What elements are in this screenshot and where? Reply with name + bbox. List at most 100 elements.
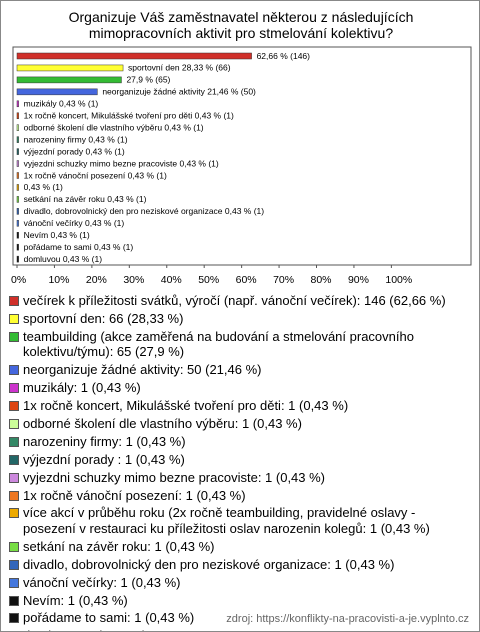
value-label: muzikály 0,43 % (1) xyxy=(24,99,99,109)
legend-swatch xyxy=(9,559,19,570)
legend-label: více akcí v průběhu roku (2x ročně teamb… xyxy=(23,505,430,536)
legend-item: vánoční večírky: 1 (0,43 %) xyxy=(9,575,471,591)
legend-label: muzikály: 1 (0,43 %) xyxy=(23,380,141,396)
bar xyxy=(16,172,19,179)
legend-item: sportovní den: 66 (28,33 %) xyxy=(9,311,471,327)
bar xyxy=(16,136,19,143)
bar xyxy=(16,184,19,191)
bar xyxy=(16,100,19,108)
x-tick-label: 80% xyxy=(311,274,332,286)
value-label: vyjezdni schuzky mimo bezne pracoviste 0… xyxy=(24,158,219,168)
value-label: odborné školení dle vlastního výběru 0,4… xyxy=(24,122,204,132)
value-label: 0,43 % (1) xyxy=(24,182,63,192)
value-label: 62,66 % (146) xyxy=(257,51,311,61)
x-tick-label: 90% xyxy=(348,274,369,286)
legend-swatch xyxy=(9,454,19,465)
x-tick-label: 60% xyxy=(236,274,257,286)
bar xyxy=(16,220,19,227)
x-tick-label: 10% xyxy=(48,274,69,286)
legend-label: výjezdní porady : 1 (0,43 %) xyxy=(23,451,185,467)
legend-label: sportovní den: 66 (28,33 %) xyxy=(23,310,184,326)
x-tick-label: 30% xyxy=(123,274,144,286)
bar xyxy=(16,112,19,119)
legend-label: divadlo, dobrovolnický den pro neziskové… xyxy=(23,556,395,572)
bar xyxy=(16,64,124,72)
bar xyxy=(16,124,19,131)
legend-label: domluvou: 1 (0,43 %) xyxy=(23,628,147,631)
legend-item: 1x ročně koncert, Mikulášské tvoření pro… xyxy=(9,398,471,414)
bar xyxy=(16,88,98,96)
value-label: vánoční večírky 0,43 % (1) xyxy=(24,218,125,228)
legend-label: vánoční večírky: 1 (0,43 %) xyxy=(23,574,181,590)
legend-label: vyjezdni schuzky mimo bezne pracoviste: … xyxy=(23,469,326,485)
legend-item: neorganizuje žádné aktivity: 50 (21,46 %… xyxy=(9,362,471,378)
legend-swatch xyxy=(9,613,19,624)
legend-swatch xyxy=(9,365,19,376)
legend-item: narozeniny firmy: 1 (0,43 %) xyxy=(9,434,471,450)
legend-swatch xyxy=(9,331,19,342)
legend-label: 1x ročně vánoční posezení: 1 (0,43 %) xyxy=(23,487,246,503)
legend-label: večírek k příležitosti svátků, výročí (n… xyxy=(23,293,446,308)
value-label: neorganizuje žádné aktivity 21,46 % (50) xyxy=(102,87,256,97)
legend-label: narozeniny firmy: 1 (0,43 %) xyxy=(23,433,186,449)
legend-item: více akcí v průběhu roku (2x ročně teamb… xyxy=(9,505,471,536)
value-label: 1x ročně koncert, Mikulášské tvoření pro… xyxy=(24,111,234,121)
value-label: 1x ročně vánoční posezení 0,43 % (1) xyxy=(24,170,167,180)
x-tick-label: 0% xyxy=(11,274,26,286)
bar xyxy=(16,232,19,239)
legend-label: setkání na závěr roku: 1 (0,43 %) xyxy=(23,538,215,554)
legend-label: 1x ročně koncert, Mikulášské tvoření pro… xyxy=(23,398,349,414)
value-label: domluvou 0,43 % (1) xyxy=(24,254,103,264)
legend-swatch xyxy=(9,436,19,447)
chart: 0% 10% 20% 30% 40% 50% 60% 70% 80% 90% 100% 62,66 %… xyxy=(11,46,472,286)
bar xyxy=(16,255,19,263)
bar xyxy=(16,52,252,60)
value-label: 27,9 % (65) xyxy=(126,75,170,85)
legend-swatch xyxy=(9,401,19,412)
legend-item: muzikály: 1 (0,43 %) xyxy=(9,380,471,396)
legend-swatch xyxy=(9,313,19,324)
legend-item: vyjezdni schuzky mimo bezne pracoviste: … xyxy=(9,470,471,486)
legend-swatch xyxy=(9,490,19,501)
value-label: narozeniny firmy 0,43 % (1) xyxy=(24,134,128,144)
value-label: výjezdní porady 0,43 % (1) xyxy=(24,146,125,156)
x-tick-label: 40% xyxy=(161,274,182,286)
legend-item: pořádame to sami: 1 (0,43 %) xyxy=(9,610,471,626)
legend-item: odborné školení dle vlastního výběru: 1 … xyxy=(9,416,471,432)
value-label: sportovní den 28,33 % (66) xyxy=(128,63,231,73)
legend-item: teambuilding (akce zaměřená na budování … xyxy=(9,329,471,360)
legend-swatch xyxy=(9,541,19,552)
legend-label: odborné školení dle vlastního výběru: 1 … xyxy=(23,415,302,431)
bar xyxy=(16,243,19,251)
legend-item: výjezdní porady : 1 (0,43 %) xyxy=(9,452,471,468)
bar xyxy=(16,208,19,215)
bar xyxy=(16,160,19,167)
legend-item: Nevím: 1 (0,43 %) xyxy=(9,593,471,609)
x-tick-label: 70% xyxy=(273,274,294,286)
value-label: pořádame to sami 0,43 % (1) xyxy=(24,242,134,252)
legend-label: teambuilding (akce zaměřená na budování … xyxy=(23,328,414,360)
bar xyxy=(16,196,19,203)
legend-item: 1x ročně vánoční posezení: 1 (0,43 %) xyxy=(9,488,471,504)
legend-swatch xyxy=(9,508,19,519)
legend-item: domluvou: 1 (0,43 %) xyxy=(9,628,471,631)
bar xyxy=(16,76,122,84)
plot-frame xyxy=(12,46,472,266)
legend-item: divadlo, dobrovolnický den pro neziskové… xyxy=(9,557,471,573)
legend: večírek k příležitosti svátků, výročí (n… xyxy=(9,293,471,631)
bar xyxy=(16,148,19,155)
value-label: setkání na závěr roku 0,43 % (1) xyxy=(24,194,147,204)
legend-swatch xyxy=(9,418,19,429)
chart-title: Organizuje Váš zaměstnavatel některou z … xyxy=(68,9,414,41)
legend-swatch xyxy=(9,383,19,394)
legend-label: Nevím: 1 (0,43 %) xyxy=(23,592,128,608)
legend-label: neorganizuje žádné aktivity: 50 (21,46 %… xyxy=(23,362,262,378)
legend-item: večírek k příležitosti svátků, výročí (n… xyxy=(9,293,471,309)
x-tick-label: 20% xyxy=(86,274,107,286)
legend-swatch xyxy=(9,595,19,606)
value-label: Nevím 0,43 % (1) xyxy=(24,230,90,240)
legend-item: setkání na závěr roku: 1 (0,43 %) xyxy=(9,539,471,555)
value-label: divadlo, dobrovolnický den pro neziskové… xyxy=(24,206,265,216)
legend-swatch xyxy=(9,577,19,588)
